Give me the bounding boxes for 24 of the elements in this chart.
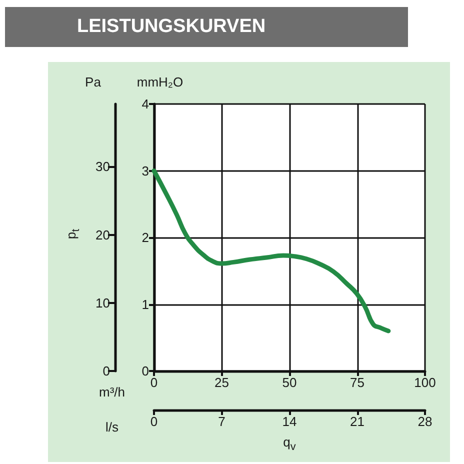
x-axis-title: m³/h — [99, 384, 125, 400]
x-tick-label: 100 — [414, 375, 436, 390]
x2-tick-label: 21 — [350, 414, 364, 429]
x-tick-label: 50 — [282, 375, 297, 390]
y2-tick-label: 10 — [96, 295, 110, 310]
y2-axis-title: Pa — [85, 74, 101, 90]
x2-tick-label: 14 — [282, 414, 297, 429]
chart-title: LEISTUNGSKURVEN — [77, 16, 266, 38]
y-tick-label: 0 — [142, 364, 149, 378]
line-series — [152, 168, 391, 334]
x-tick-label: 75 — [350, 375, 364, 390]
x2-tick-label: 28 — [418, 414, 432, 429]
x2-tick-label: 7 — [218, 414, 226, 429]
y2-tick-label: 30 — [96, 159, 110, 174]
y2-tick-label: 20 — [96, 227, 110, 242]
y2-tick-label: 0 — [102, 364, 110, 378]
x-tick-label: 25 — [214, 375, 229, 390]
y-tick-label: 4 — [142, 96, 149, 112]
y-tick-label: 2 — [142, 230, 149, 245]
y-tick-label: 1 — [142, 296, 149, 312]
y-tick-label: 3 — [142, 163, 149, 178]
text: q$_{v}$ — [283, 434, 296, 453]
y-axis-title: mmH₂O — [136, 74, 184, 90]
x2-axis-title: l/s — [106, 420, 118, 434]
